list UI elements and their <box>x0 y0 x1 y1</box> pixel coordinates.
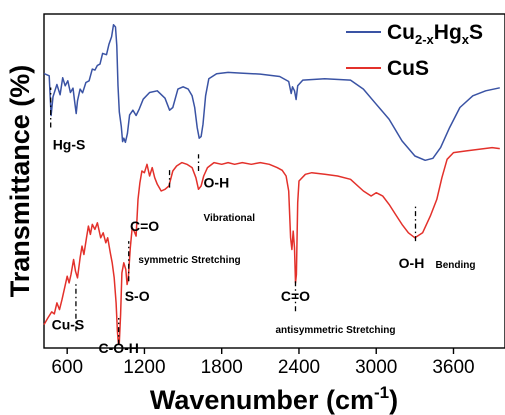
plot-area: Hg-S Cu-S C-O-H S-O C=O symmetric Stretching O… <box>43 13 505 378</box>
annotation-label-4: C=O <box>130 218 159 234</box>
x-axis-label-main: Wavenumber (cm <box>150 385 374 415</box>
annotation-label-1: Cu-S <box>52 317 85 333</box>
x-tick-label-5: 3600 <box>432 357 474 378</box>
legend-label-cus: CuS <box>387 57 429 80</box>
series-layer <box>43 23 500 345</box>
x-tick-label-4: 3000 <box>355 357 397 378</box>
x-axis-label: Wavenumber (cm-1) <box>150 383 398 415</box>
x-axis-label-close: ) <box>389 385 398 415</box>
x-tick-label-1: 1200 <box>123 357 165 378</box>
x-axis-ticks: 600 1200 1800 2400 3000 3600 <box>51 348 475 378</box>
legend-label-cu2xhgxs: Cu2-xHgxS <box>387 21 483 47</box>
annotation-label-7: Vibrational <box>204 213 256 224</box>
legend-label-cu2xhgxs-part3: S <box>469 21 483 44</box>
annotation-layer: Hg-S Cu-S C-O-H S-O C=O symmetric Stretching O… <box>50 87 476 356</box>
x-tick-label-3: 2400 <box>278 357 320 378</box>
legend: Cu2-xHgxS CuS <box>346 21 483 80</box>
annotation-label-0: Hg-S <box>53 136 86 152</box>
annotation-label-11: Bending <box>436 260 476 271</box>
annotation-label-9: antisymmetric Stretching <box>275 325 395 336</box>
legend-label-cu2xhgxs-part1: Cu <box>387 21 415 44</box>
y-axis-label: Transmittance (%) <box>5 65 35 298</box>
annotation-label-10: O-H <box>399 255 425 271</box>
plot-frame <box>43 13 505 349</box>
x-tick-label-0: 600 <box>51 357 83 378</box>
annotation-label-6: O-H <box>204 175 230 191</box>
x-tick-label-2: 1800 <box>201 357 243 378</box>
series-line-1 <box>43 146 500 345</box>
annotation-label-5: symmetric Stretching <box>138 255 240 266</box>
legend-label-cu2xhgxs-part2: Hg <box>434 21 462 44</box>
legend-label-cu2xhgxs-sub2: x <box>462 32 470 47</box>
x-axis-label-sup: -1 <box>374 383 389 402</box>
annotation-label-2: C-O-H <box>98 340 138 356</box>
series-line-0 <box>43 23 500 162</box>
legend-label-cu2xhgxs-sub1: 2-x <box>415 32 435 47</box>
annotation-label-3: S-O <box>125 288 150 304</box>
annotation-label-8: C=O <box>281 288 310 304</box>
